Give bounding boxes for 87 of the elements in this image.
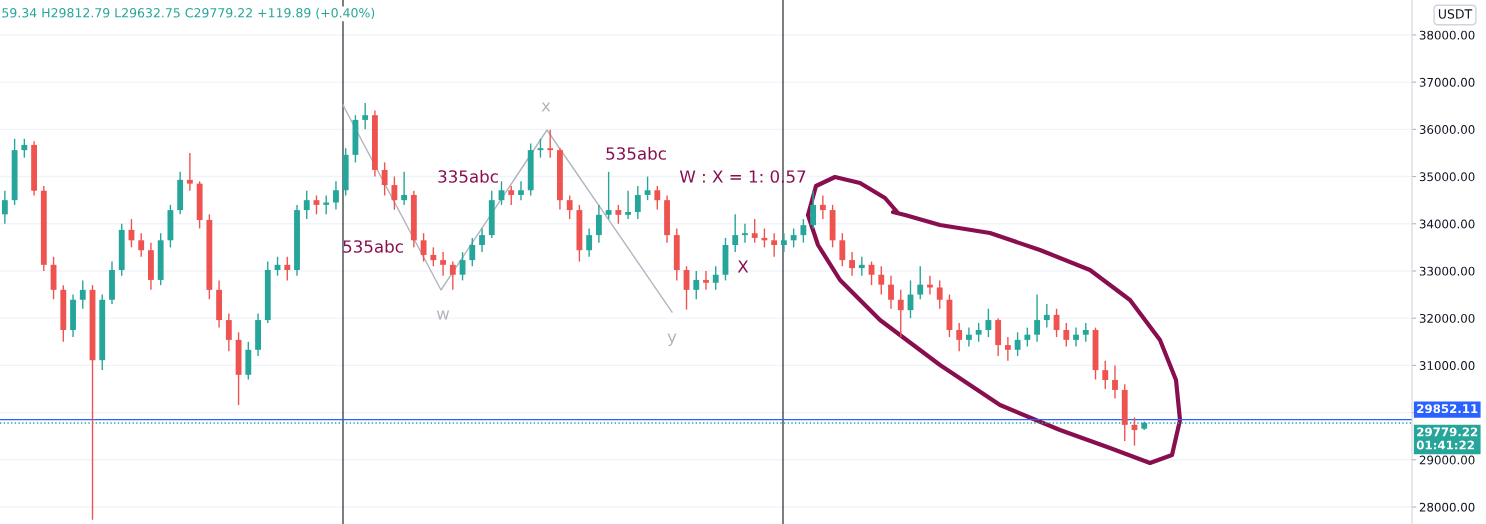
candlestick [956, 322, 963, 352]
candlestick [1, 190, 8, 225]
candlestick [79, 279, 86, 310]
candlestick [566, 194, 573, 220]
candlestick [1024, 326, 1031, 348]
annotation: 335abc [438, 169, 498, 183]
candlestick [751, 218, 758, 244]
candlestick [138, 232, 145, 258]
candlestick [401, 171, 408, 206]
annotation: W : X = 1: 0.57 [679, 170, 806, 183]
candlestick [878, 265, 885, 296]
text: 59.34 H29812.79 L29632.75 C29779.22 +119.89 (+0.40%) [2, 7, 375, 20]
ref-line-label: 29779.22 01:41:22 [1416, 427, 1478, 450]
candlestick [966, 326, 972, 348]
candlestick [586, 227, 593, 258]
candlestick [449, 260, 456, 291]
candlestick [703, 270, 709, 291]
y-tick-label: 36000.00 [1419, 125, 1475, 134]
candlestick [800, 218, 807, 244]
y-tick-label: 38000.00 [1419, 30, 1475, 40]
candlestick [595, 204, 602, 244]
candlestick [810, 190, 817, 230]
candlestick [420, 232, 427, 263]
candlestick [1014, 331, 1021, 357]
y-tick-label: 35000.00 [1419, 172, 1475, 182]
annotation: X [737, 260, 749, 273]
candlestick [537, 138, 544, 159]
candlestick [625, 190, 632, 220]
candlestick [819, 194, 826, 220]
candlestick [430, 246, 437, 267]
y-tick-label: 32000.00 [1419, 313, 1475, 323]
candlestick [21, 138, 28, 159]
candlestick [391, 175, 398, 211]
y-tick-label: 28000.00 [1419, 502, 1475, 512]
candlestick [1073, 326, 1079, 348]
candlestick [605, 171, 612, 220]
y-tick-label: 34000.00 [1419, 219, 1475, 229]
candlestick [381, 161, 388, 197]
candlestick [771, 232, 778, 258]
candlestick [518, 180, 524, 201]
candlestick [1112, 364, 1118, 400]
candlestick [654, 185, 661, 211]
candlestick [975, 322, 982, 343]
ref-line-label: 29852.11 [1417, 404, 1478, 414]
candlestick [839, 232, 846, 267]
candlestick [849, 251, 855, 277]
candlestick [615, 204, 622, 225]
candlestick [693, 270, 700, 300]
candlestick [780, 232, 787, 253]
y-tick-label: 31000.00 [1419, 361, 1475, 371]
annotation: 535abc [343, 239, 403, 253]
candlestick [508, 185, 515, 206]
text: USDT [1438, 9, 1473, 19]
candlestick [225, 312, 232, 352]
candlestick [1063, 322, 1070, 348]
y-tick-label: 33000.00 [1419, 266, 1475, 276]
candlestick [1004, 336, 1011, 362]
annotation: x [541, 102, 551, 112]
candlestick [303, 190, 310, 220]
candlestick [1043, 303, 1050, 329]
candlestick [936, 279, 943, 310]
y-tick-label: 29000.00 [1419, 455, 1475, 465]
candlestick [634, 185, 641, 220]
candlestick [333, 180, 339, 211]
annotation: 535abc [606, 146, 666, 160]
candlestick [440, 251, 446, 277]
candlestick [732, 213, 739, 253]
candlestick [186, 152, 193, 192]
candlestick [547, 129, 554, 159]
candlestick [1082, 322, 1089, 343]
y-tick-label: 37000.00 [1419, 77, 1475, 87]
candlestick [790, 227, 797, 249]
annotation: w [436, 310, 450, 320]
annotation: y [667, 333, 677, 347]
candlestick [1034, 293, 1041, 343]
candlestick [985, 308, 992, 338]
candlestick [858, 256, 865, 277]
candlestick [469, 237, 476, 267]
candlestick [284, 256, 291, 282]
candlestick [742, 223, 748, 244]
candlestick [1102, 359, 1109, 390]
candlestick [888, 274, 894, 310]
candlestick [897, 289, 904, 338]
candlestick [917, 265, 924, 300]
candlestick [362, 102, 369, 131]
candlestick [479, 227, 485, 253]
candlestick [712, 265, 719, 291]
